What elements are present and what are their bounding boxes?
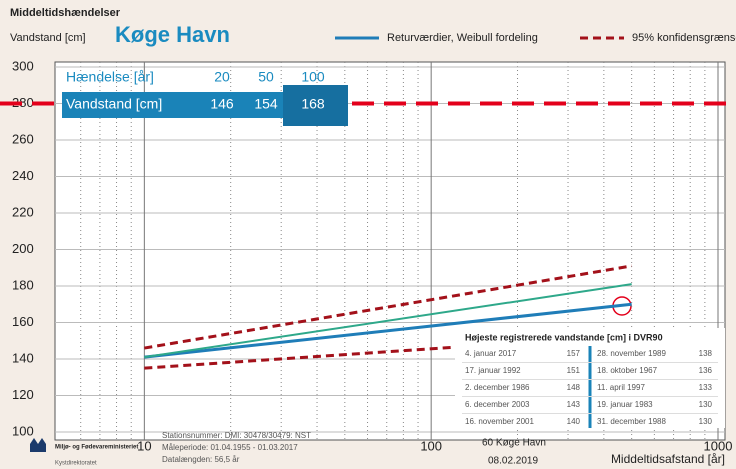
record-cell: 148 <box>567 383 581 392</box>
series-line <box>144 264 632 350</box>
chart-title: Middeltidshændelser <box>10 7 121 19</box>
y-tick-label: 140 <box>12 350 34 365</box>
agency: Kystdirektoratet <box>55 461 97 467</box>
y-tick-label: 240 <box>12 168 34 183</box>
legend-label: Returværdier, Weibull fordeling <box>387 32 538 44</box>
record-cell: 6. december 2003 <box>465 400 530 409</box>
record-cell: 17. januar 1992 <box>465 366 521 375</box>
y-axis-label: Vandstand [cm] <box>10 32 86 44</box>
record-cell: 133 <box>699 383 713 392</box>
record-cell: 143 <box>567 400 581 409</box>
record-cell: 11. april 1997 <box>597 383 645 392</box>
x-tick-label: 1000 <box>704 438 733 453</box>
return-period: 50 <box>258 69 274 85</box>
y-tick-label: 260 <box>12 131 34 146</box>
footer-line: Datalængden: 56,5 år <box>162 455 240 464</box>
record-cell: 28. november 1989 <box>597 349 666 358</box>
legend-label: 95% konfidensgrænse <box>632 32 736 44</box>
return-period: 100 <box>301 69 325 85</box>
y-tick-label: 180 <box>12 277 34 292</box>
record-cell: 18. oktober 1967 <box>597 366 658 375</box>
y-tick-label: 100 <box>12 423 34 438</box>
record-cell: 140 <box>567 417 581 426</box>
record-cell: 4. januar 2017 <box>465 349 517 358</box>
x-tick-label: 100 <box>420 438 442 453</box>
record-cell: 130 <box>699 417 713 426</box>
record-cell: 2. december 1986 <box>465 383 530 392</box>
x-tick-label: 10 <box>137 438 151 453</box>
y-tick-label: 200 <box>12 241 34 256</box>
record-cell: 138 <box>699 349 713 358</box>
return-label: Vandstand [cm] <box>66 96 162 112</box>
record-cell: 19. januar 1983 <box>597 400 653 409</box>
records-title: Højeste registrerede vandstande [cm] i D… <box>465 332 663 342</box>
series-line <box>144 302 632 359</box>
footer-code: 60 Køge Havn <box>482 438 546 449</box>
record-cell: 16. november 2001 <box>465 417 534 426</box>
return-box-highlight <box>283 85 348 126</box>
return-value: 146 <box>210 96 234 112</box>
record-cell: 130 <box>699 400 713 409</box>
x-axis-label: Middeltidsafstand [år] <box>611 452 725 466</box>
footer-line: Stationsnummer: DMI: 30478/30479: NST <box>162 431 311 440</box>
y-tick-label: 300 <box>12 58 34 73</box>
footer-date: 08.02.2019 <box>488 456 538 467</box>
ministry: Miljø- og Fødevareministeriet <box>55 445 138 451</box>
y-tick-label: 280 <box>12 95 34 110</box>
series-line <box>144 283 632 359</box>
y-tick-label: 120 <box>12 387 34 402</box>
record-cell: 136 <box>699 366 713 375</box>
return-value: 154 <box>254 96 278 112</box>
footer-line: Måleperiode: 01.04.1955 - 01.03.2017 <box>162 443 298 452</box>
return-box <box>62 92 283 118</box>
y-tick-label: 160 <box>12 314 34 329</box>
y-tick-label: 220 <box>12 204 34 219</box>
return-header: Hændelse [år] <box>66 69 154 85</box>
return-period: 20 <box>214 69 230 85</box>
return-value: 168 <box>301 96 325 112</box>
record-cell: 151 <box>567 366 581 375</box>
record-cell: 31. december 1988 <box>597 417 666 426</box>
logo <box>30 438 46 452</box>
station-name: Køge Havn <box>115 22 230 47</box>
record-cell: 157 <box>567 349 581 358</box>
